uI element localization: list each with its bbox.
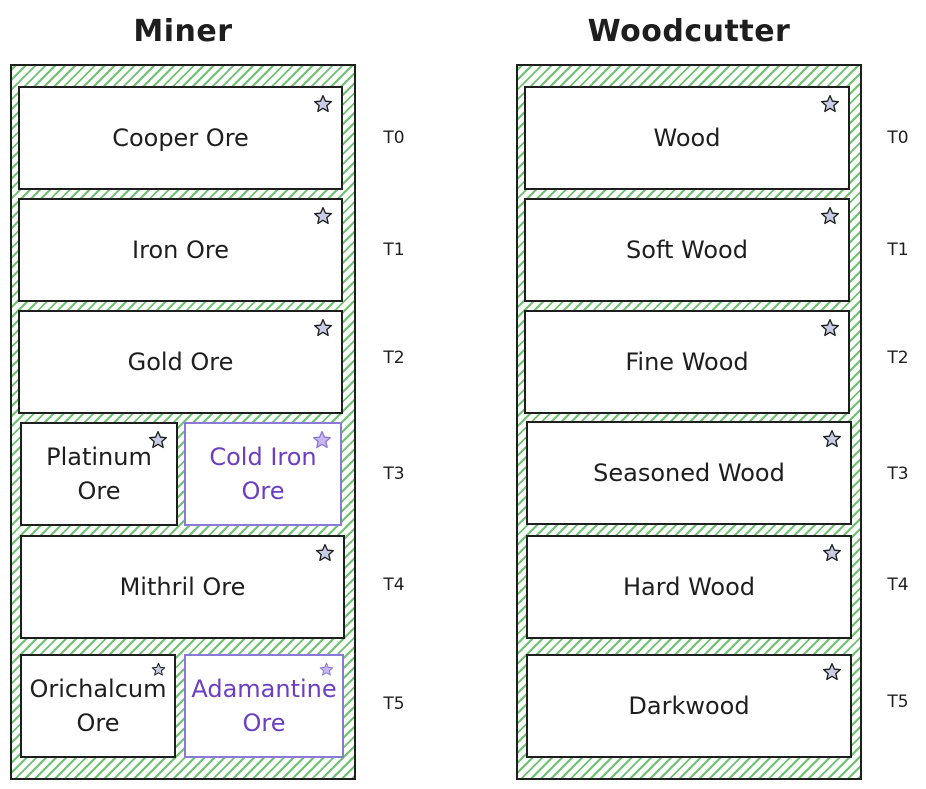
woodcutter-tier-label: T0 xyxy=(887,128,909,148)
card-darkwood[interactable]: Darkwood xyxy=(526,654,852,758)
woodcutter-tier-label: T1 xyxy=(887,240,909,260)
card-copper-ore[interactable]: Cooper Ore xyxy=(18,86,343,190)
star-icon[interactable] xyxy=(820,206,840,226)
miner-tier-label: T4 xyxy=(383,575,405,595)
card-platinum-ore[interactable]: Platinum Ore xyxy=(20,422,178,526)
woodcutter-tier-label: T4 xyxy=(887,575,909,595)
card-label: Hard Wood xyxy=(623,573,755,601)
card-fine-wood[interactable]: Fine Wood xyxy=(524,310,850,414)
card-label: Soft Wood xyxy=(626,236,748,264)
card-soft-wood[interactable]: Soft Wood xyxy=(524,198,850,302)
card-iron-ore[interactable]: Iron Ore xyxy=(18,198,343,302)
card-orichalcum-ore[interactable]: Orichalcum Ore xyxy=(20,654,176,758)
card-label: Cold Iron Ore xyxy=(209,443,317,505)
miner-title: Miner xyxy=(133,14,233,49)
star-icon[interactable] xyxy=(148,430,168,450)
card-wood[interactable]: Wood xyxy=(524,86,850,190)
star-icon[interactable] xyxy=(822,429,842,449)
star-icon[interactable] xyxy=(315,543,335,563)
card-label: Adamantine Ore xyxy=(191,675,337,737)
card-cold-iron-ore[interactable]: Cold Iron Ore xyxy=(184,422,342,526)
star-icon[interactable] xyxy=(312,430,332,450)
star-icon[interactable] xyxy=(822,543,842,563)
card-label: Gold Ore xyxy=(127,348,234,376)
woodcutter-tier-label: T2 xyxy=(887,348,909,368)
card-adamantine-ore[interactable]: Adamantine Ore xyxy=(184,654,344,758)
miner-tier-label: T0 xyxy=(383,128,405,148)
star-icon[interactable] xyxy=(820,94,840,114)
star-icon[interactable] xyxy=(151,662,166,677)
miner-tier-label: T3 xyxy=(383,464,405,484)
card-label: Mithril Ore xyxy=(119,573,246,601)
miner-tier-label: T2 xyxy=(383,348,405,368)
card-label: Orichalcum Ore xyxy=(29,675,167,737)
card-label: Iron Ore xyxy=(132,236,229,264)
star-icon[interactable] xyxy=(313,206,333,226)
card-label: Fine Wood xyxy=(625,348,749,376)
star-icon[interactable] xyxy=(319,662,334,677)
card-hard-wood[interactable]: Hard Wood xyxy=(526,535,852,639)
card-gold-ore[interactable]: Gold Ore xyxy=(18,310,343,414)
miner-tier-label: T5 xyxy=(383,694,405,714)
star-icon[interactable] xyxy=(822,662,842,682)
miner-tier-label: T1 xyxy=(383,240,405,260)
star-icon[interactable] xyxy=(820,318,840,338)
card-label: Darkwood xyxy=(628,692,750,720)
woodcutter-column: Wood Soft Wood Fine Wood Seasoned Wood H… xyxy=(516,64,862,780)
star-icon[interactable] xyxy=(313,318,333,338)
miner-column: Cooper Ore Iron Ore Gold Ore Platinum Or… xyxy=(10,64,356,780)
star-icon[interactable] xyxy=(313,94,333,114)
woodcutter-title: Woodcutter xyxy=(587,14,791,49)
woodcutter-tier-label: T5 xyxy=(887,692,909,712)
card-label: Seasoned Wood xyxy=(593,459,785,487)
card-label: Platinum Ore xyxy=(46,443,152,505)
card-seasoned-wood[interactable]: Seasoned Wood xyxy=(526,421,852,525)
card-label: Wood xyxy=(653,124,721,152)
card-mithril-ore[interactable]: Mithril Ore xyxy=(20,535,345,639)
woodcutter-tier-label: T3 xyxy=(887,464,909,484)
card-label: Cooper Ore xyxy=(112,124,249,152)
